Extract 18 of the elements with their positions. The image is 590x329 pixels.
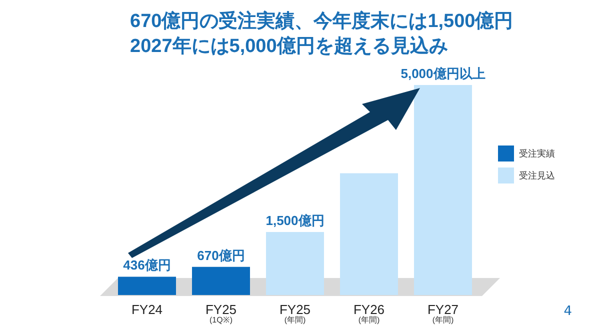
bar (118, 276, 176, 295)
bar (414, 85, 472, 295)
legend-label: 受注見込 (519, 170, 555, 180)
data-label: 1,500億円 (266, 213, 324, 228)
data-label: 670億円 (197, 248, 245, 263)
x-tick-label: FY25 (年間) (279, 302, 311, 324)
data-label: 436億円 (123, 258, 171, 273)
x-tick-label: FY26 (年間) (353, 302, 385, 324)
text: 4 (564, 304, 572, 319)
x-tick-label: FY27 (年間) (427, 302, 459, 324)
x-tick-label: FY24 (131, 302, 163, 317)
bar (340, 173, 398, 295)
x-tick-label: FY25 (1Q※) (205, 302, 237, 324)
chart-title: 670億円の受注実績、今年度末には1,500億円 2027年には5,000億円を超える見込み (130, 10, 514, 57)
bar (192, 266, 250, 295)
legend-label: 受注実績 (519, 148, 555, 158)
data-label: 5,000億円以上 (400, 66, 486, 81)
bar (266, 232, 324, 295)
